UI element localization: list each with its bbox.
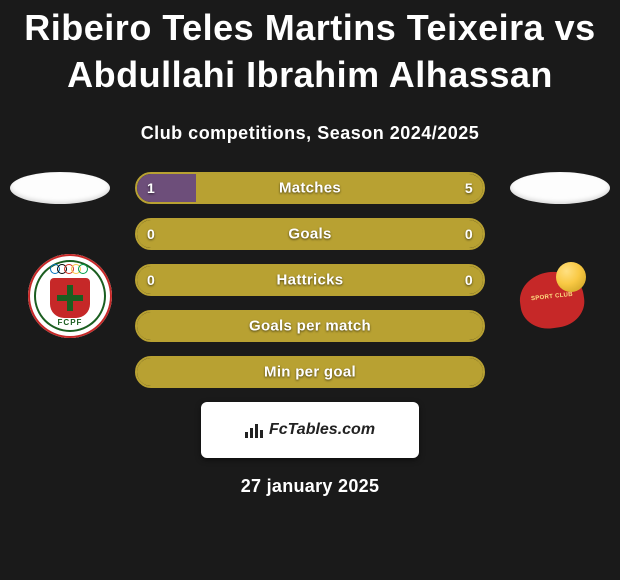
footer-date: 27 january 2025	[0, 476, 620, 497]
stat-label: Goals	[288, 225, 331, 242]
stat-left-value: 0	[147, 272, 155, 288]
page-title: Ribeiro Teles Martins Teixeira vs Abdull…	[0, 0, 620, 99]
left-mascot-ellipse	[10, 172, 110, 204]
left-team-crest: FCPF	[20, 254, 120, 342]
brand-text: FcTables.com	[269, 421, 375, 439]
ball-icon	[556, 262, 586, 292]
footer-brand-card: FcTables.com	[201, 402, 419, 458]
stat-row: 0 Hattricks 0	[135, 264, 485, 296]
stat-label: Min per goal	[264, 363, 356, 380]
stat-row: Goals per match	[135, 310, 485, 342]
stat-label: Goals per match	[249, 317, 371, 334]
stat-label: Matches	[279, 179, 341, 196]
stats-bar-chart: 1 Matches 5 0 Goals 0 0 Hattricks 0 Goals per mat…	[135, 172, 485, 388]
subtitle: Club competitions, Season 2024/2025	[0, 123, 620, 144]
stat-right-value: 0	[465, 272, 473, 288]
stat-label: Hattricks	[277, 271, 344, 288]
left-crest-text: FCPF	[20, 318, 120, 327]
shield-icon	[50, 278, 90, 318]
stat-right-value: 0	[465, 226, 473, 242]
comparison-area: FCPF SPORT CLUB 1 Matches 5 0 Goals 0 0 Hattric…	[0, 172, 620, 388]
stat-left-value: 1	[147, 180, 155, 196]
bar-chart-icon	[245, 422, 263, 438]
stat-right-value: 5	[465, 180, 473, 196]
stat-row: 1 Matches 5	[135, 172, 485, 204]
stat-row: 0 Goals 0	[135, 218, 485, 250]
right-team-crest: SPORT CLUB	[500, 254, 600, 342]
stat-row: Min per goal	[135, 356, 485, 388]
right-mascot-ellipse	[510, 172, 610, 204]
olympic-rings-icon	[50, 264, 88, 274]
stat-left-value: 0	[147, 226, 155, 242]
